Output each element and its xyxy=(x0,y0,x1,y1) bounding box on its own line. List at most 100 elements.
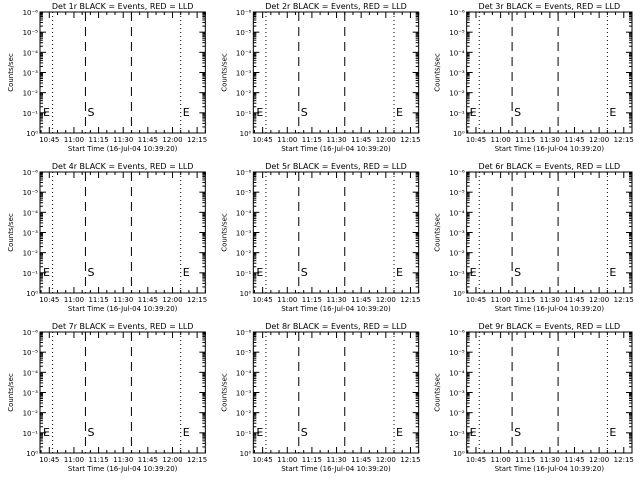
y-tick-label: 10⁰ xyxy=(26,450,38,458)
y-tick-label: 10⁻⁶ xyxy=(449,169,465,177)
end-marker-label: E xyxy=(470,426,477,439)
end-marker-label: E xyxy=(43,266,50,279)
panel-title: Det 7r BLACK = Events, RED = LLD xyxy=(52,322,194,331)
y-tick-label: 10⁰ xyxy=(453,290,465,298)
y-tick-label: 10⁻² xyxy=(23,90,39,98)
x-tick-label: 12:00 xyxy=(162,456,182,464)
x-tick-label: 11:45 xyxy=(564,136,584,144)
x-axis-label: Start Time (16-Jul-04 10:39:20) xyxy=(68,145,178,153)
end-marker-label: E xyxy=(396,266,403,279)
y-tick-label: 10⁻¹ xyxy=(236,110,252,118)
x-tick-label: 11:15 xyxy=(302,296,322,304)
end-marker-label: E xyxy=(256,266,263,279)
y-tick-label: 10⁰ xyxy=(26,290,38,298)
y-tick-label: 10⁻¹ xyxy=(236,270,252,278)
start-marker-label: S xyxy=(514,266,521,279)
y-tick-label: 10⁻³ xyxy=(23,70,39,78)
x-tick-label: 12:15 xyxy=(614,296,634,304)
x-tick-label: 12:15 xyxy=(400,136,420,144)
y-tick-label: 10⁰ xyxy=(240,450,252,458)
y-tick-label: 10⁻¹ xyxy=(23,110,39,118)
end-marker-label: E xyxy=(396,426,403,439)
y-tick-label: 10⁻² xyxy=(236,410,252,418)
x-tick-label: 11:45 xyxy=(138,136,158,144)
y-tick-label: 10⁻⁴ xyxy=(236,49,252,57)
x-tick-label: 11:15 xyxy=(302,456,322,464)
detector-panel: Det 4r BLACK = Events, RED = LLD 10⁰ 10⁻¹ 1… xyxy=(7,162,207,313)
x-axis-label: Start Time (16-Jul-04 10:39:20) xyxy=(281,465,391,473)
y-tick-label: 10⁻³ xyxy=(449,70,465,78)
x-tick-label: 12:15 xyxy=(400,456,420,464)
y-axis-label: Counts/sec xyxy=(220,213,228,252)
x-tick-label: 12:00 xyxy=(376,296,396,304)
y-tick-label: 10⁻⁵ xyxy=(236,29,252,37)
detector-panel: Det 8r BLACK = Events, RED = LLD 10⁰ 10⁻¹ 1… xyxy=(220,322,420,473)
x-tick-label: 12:15 xyxy=(614,136,634,144)
x-tick-label: 11:30 xyxy=(540,136,560,144)
x-tick-label: 12:15 xyxy=(187,456,207,464)
x-tick-label: 12:15 xyxy=(400,296,420,304)
y-tick-label: 10⁻² xyxy=(236,90,252,98)
x-tick-label: 10:45 xyxy=(39,136,59,144)
y-tick-label: 10⁻⁵ xyxy=(236,189,252,197)
y-tick-label: 10⁻⁴ xyxy=(23,49,39,57)
x-axis-label: Start Time (16-Jul-04 10:39:20) xyxy=(68,465,178,473)
y-axis-label: Counts/sec xyxy=(220,373,228,412)
end-marker-label: E xyxy=(43,426,50,439)
y-tick-label: 10⁻⁵ xyxy=(23,29,39,37)
start-marker-label: S xyxy=(514,426,521,439)
x-tick-label: 11:45 xyxy=(351,296,371,304)
y-tick-label: 10⁰ xyxy=(240,290,252,298)
detector-panel: Det 3r BLACK = Events, RED = LLD 10⁰ 10⁻¹ 1… xyxy=(434,2,634,153)
x-tick-label: 11:30 xyxy=(113,136,133,144)
x-tick-label: 10:45 xyxy=(466,456,486,464)
y-tick-label: 10⁻² xyxy=(23,250,39,258)
x-tick-label: 11:30 xyxy=(113,456,133,464)
x-tick-label: 11:30 xyxy=(540,456,560,464)
y-tick-label: 10⁻⁴ xyxy=(449,369,465,377)
x-tick-label: 10:45 xyxy=(39,296,59,304)
y-tick-label: 10⁻⁶ xyxy=(236,169,252,177)
x-tick-label: 11:15 xyxy=(515,456,535,464)
x-tick-label: 11:45 xyxy=(351,456,371,464)
end-marker-label: E xyxy=(470,106,477,119)
panel-title: Det 5r BLACK = Events, RED = LLD xyxy=(265,162,407,171)
x-tick-label: 11:15 xyxy=(515,296,535,304)
x-tick-label: 11:00 xyxy=(277,296,297,304)
x-tick-label: 11:15 xyxy=(88,136,108,144)
y-tick-label: 10⁻⁴ xyxy=(23,369,39,377)
x-axis-label: Start Time (16-Jul-04 10:39:20) xyxy=(495,145,605,153)
end-marker-label: E xyxy=(396,106,403,119)
x-tick-label: 10:45 xyxy=(466,296,486,304)
x-tick-label: 11:15 xyxy=(515,136,535,144)
end-marker-label: E xyxy=(470,266,477,279)
y-tick-label: 10⁻⁶ xyxy=(449,9,465,17)
y-tick-label: 10⁻¹ xyxy=(449,110,465,118)
start-marker-label: S xyxy=(514,106,521,119)
end-marker-label: E xyxy=(609,106,616,119)
x-tick-label: 12:00 xyxy=(162,136,182,144)
panel-title: Det 8r BLACK = Events, RED = LLD xyxy=(265,322,407,331)
end-marker-label: E xyxy=(256,426,263,439)
y-tick-label: 10⁻⁴ xyxy=(236,209,252,217)
start-marker-label: S xyxy=(87,266,94,279)
x-axis-label: Start Time (16-Jul-04 10:39:20) xyxy=(281,305,391,313)
x-tick-label: 11:30 xyxy=(540,296,560,304)
y-tick-label: 10⁻⁵ xyxy=(449,189,465,197)
y-tick-label: 10⁻² xyxy=(23,410,39,418)
y-tick-label: 10⁻⁵ xyxy=(23,349,39,357)
y-tick-label: 10⁻¹ xyxy=(23,270,39,278)
y-tick-label: 10⁻² xyxy=(449,410,465,418)
y-tick-label: 10⁻¹ xyxy=(449,430,465,438)
y-tick-label: 10⁻⁶ xyxy=(236,9,252,17)
x-tick-label: 11:00 xyxy=(491,296,511,304)
y-tick-label: 10⁻⁵ xyxy=(449,349,465,357)
y-tick-label: 10⁻⁵ xyxy=(23,189,39,197)
x-tick-label: 11:45 xyxy=(138,456,158,464)
detector-panel: Det 9r BLACK = Events, RED = LLD 10⁰ 10⁻¹ 1… xyxy=(434,322,634,473)
y-tick-label: 10⁻⁴ xyxy=(23,209,39,217)
x-tick-label: 10:45 xyxy=(253,136,273,144)
y-tick-label: 10⁻⁶ xyxy=(23,169,39,177)
x-tick-label: 11:45 xyxy=(351,136,371,144)
x-tick-label: 11:00 xyxy=(277,136,297,144)
